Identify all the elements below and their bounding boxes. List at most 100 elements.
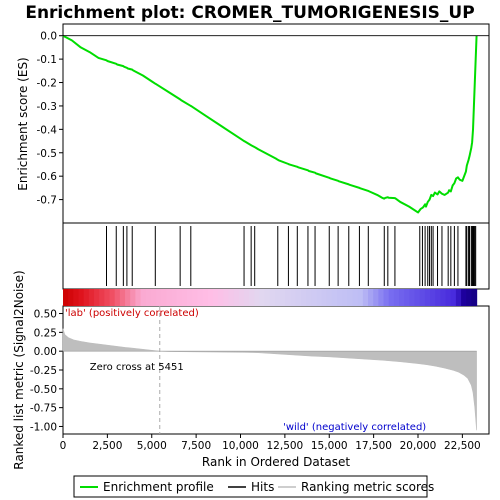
- colorbar-segment: [176, 289, 183, 306]
- colorbar-segment: [207, 289, 214, 306]
- es-tick-label: 0.0: [40, 31, 57, 43]
- colorbar-segment: [171, 289, 178, 306]
- colorbar-segment: [114, 289, 121, 306]
- colorbar-segment: [424, 289, 431, 306]
- colorbar-segment: [280, 289, 286, 306]
- colorbar-segment: [471, 289, 478, 306]
- colorbar-segment: [192, 289, 199, 306]
- positive-label: 'lab' (positively correlated): [65, 308, 199, 319]
- es-axis: 0.0 -0.1 -0.2 -0.3 -0.4 -0.5 -0.6 -0.7: [37, 31, 63, 207]
- legend-label-metric: Ranking metric scores: [301, 480, 434, 494]
- x-axis: 0 2,500 5,000 7,500 10,000 12,500 15,000 17,500…: [60, 434, 481, 452]
- es-tick-label: -0.3: [37, 101, 58, 113]
- colorbar-segment: [119, 289, 126, 306]
- hits-panel-frame: [62, 222, 490, 290]
- metric-tick-label: -0.50: [30, 384, 57, 396]
- legend-frame: [73, 475, 428, 498]
- colorbar-segment: [223, 289, 230, 306]
- legend-label-hits: Hits: [251, 480, 274, 494]
- colorbar-segment: [274, 289, 281, 306]
- metric-tick-label: -1.00: [30, 421, 57, 433]
- colorbar-segment: [357, 289, 364, 306]
- colorbar-segment: [362, 289, 369, 306]
- colorbar-segment: [300, 289, 307, 306]
- es-tick-label: -0.4: [37, 124, 58, 136]
- negative-label: 'wild' (negatively correlated): [283, 422, 426, 433]
- colorbar-segment: [88, 289, 95, 306]
- colorbar-segment: [104, 289, 111, 306]
- colorbar-segment: [259, 289, 266, 306]
- colorbar-segment: [264, 289, 271, 306]
- colorbar-segment: [83, 289, 90, 306]
- es-tick-label: -0.1: [37, 54, 58, 66]
- colorbar-segment: [305, 289, 312, 306]
- colorbar-segment: [419, 289, 426, 306]
- colorbar-segment: [430, 289, 436, 306]
- colorbar-segment: [342, 289, 348, 306]
- metric-tick-label: 0.00: [34, 346, 57, 358]
- colorbar-segment: [63, 289, 69, 306]
- colorbar-segment: [466, 289, 473, 306]
- x-tick-label: 0: [60, 440, 67, 452]
- colorbar-segment: [378, 289, 385, 306]
- colorbar-segment: [326, 289, 333, 306]
- x-tick-label: 2,500: [92, 440, 122, 452]
- colorbar-segment: [399, 289, 405, 306]
- enrichment-line: [62, 34, 478, 214]
- colorbar-segment: [73, 289, 80, 306]
- colorbar-segment: [311, 289, 317, 306]
- colorbar-segment: [352, 289, 359, 306]
- colorbar-segment: [461, 289, 467, 306]
- colorbar-segment: [445, 289, 452, 306]
- colorbar-segment: [254, 289, 261, 306]
- metric-panel-frame: [62, 305, 490, 435]
- colorbar-segment: [145, 289, 152, 306]
- colorbar-segment: [368, 289, 374, 306]
- es-series: [62, 34, 489, 214]
- metric-tick-label: -0.25: [30, 365, 57, 377]
- colorbar-segment: [78, 289, 85, 306]
- colorbar-segment: [373, 289, 379, 306]
- colorbar-segment: [388, 289, 395, 306]
- es-tick-label: -0.6: [37, 171, 58, 183]
- colorbar-segment: [295, 289, 302, 306]
- es-panel-frame: [62, 23, 490, 224]
- colorbar-segment: [269, 289, 276, 306]
- colorbar-segment: [290, 289, 297, 306]
- es-tick-label: -0.2: [37, 78, 58, 90]
- colorbar-segment: [409, 289, 416, 306]
- colorbar-segment: [202, 289, 209, 306]
- legend-label-enrichment: Enrichment profile: [103, 480, 214, 494]
- metric-axis: 0.50 0.25 0.00 -0.25 -0.50 -0.75 -1.00: [30, 309, 63, 433]
- colorbar-segment: [249, 289, 255, 306]
- x-axis-label: Rank in Ordered Dataset: [202, 455, 350, 469]
- colorbar-segment: [450, 289, 457, 306]
- colorbar-segment: [156, 289, 162, 306]
- colorbar-segment: [393, 289, 400, 306]
- rank-colorbar: [63, 289, 478, 306]
- x-tick-label: 17,500: [355, 440, 392, 452]
- colorbar-segment: [197, 289, 204, 306]
- legend: Enrichment profile Hits Ranking metric s…: [73, 475, 434, 498]
- colorbar-segment: [150, 289, 157, 306]
- chart-title: Enrichment plot: CROMER_TUMORIGENESIS_UP: [25, 3, 474, 23]
- es-tick-label: -0.7: [37, 195, 58, 207]
- metric-series: [62, 328, 477, 431]
- colorbar-segment: [187, 289, 193, 306]
- x-tick-label: 12,500: [267, 440, 304, 452]
- colorbar-segment: [347, 289, 354, 306]
- colorbar-segment: [321, 289, 328, 306]
- colorbar-segment: [238, 289, 245, 306]
- metric-y-axis-label: Ranked list metric (Signal2Noise): [12, 270, 26, 469]
- hits-series: [105, 226, 477, 286]
- metric-tick-label: 0.50: [34, 309, 57, 321]
- colorbar-segment: [166, 289, 173, 306]
- colorbar-segment: [181, 289, 188, 306]
- colorbar-segment: [243, 289, 250, 306]
- zero-cross-label: Zero cross at 5451: [90, 362, 184, 373]
- colorbar-segment: [94, 289, 100, 306]
- colorbar-segment: [383, 289, 390, 306]
- colorbar-segment: [233, 289, 240, 306]
- es-y-axis-label: Enrichment score (ES): [16, 57, 30, 190]
